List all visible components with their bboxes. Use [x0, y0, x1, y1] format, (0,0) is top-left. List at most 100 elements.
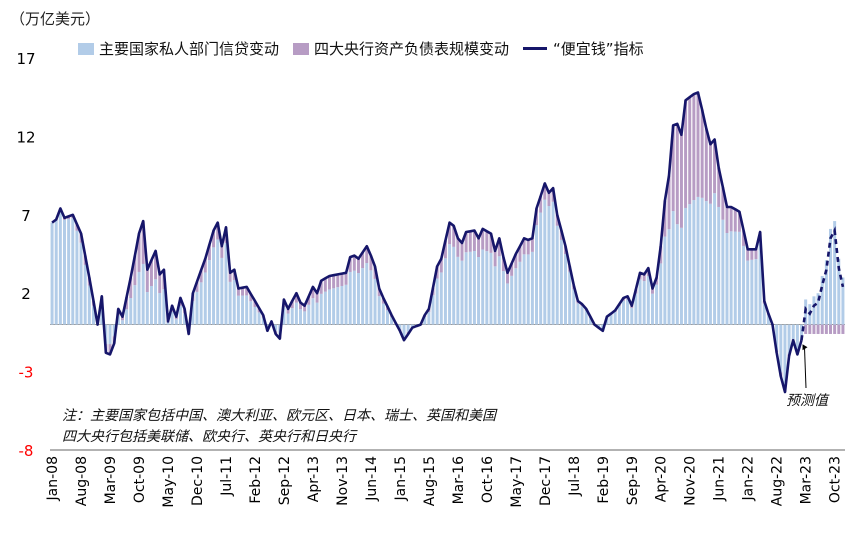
bar-credit [526, 254, 530, 325]
x-tick-label: Sep-19 [625, 456, 641, 505]
y-tick-label: 12 [16, 128, 35, 146]
bar-credit [812, 296, 816, 325]
bar-credit [54, 220, 58, 325]
x-tick-label: Mar-23 [799, 456, 815, 504]
bar-credit [597, 324, 601, 328]
bar-credit [410, 324, 414, 328]
bar-credit [257, 312, 261, 325]
bar-credit [580, 306, 584, 325]
bar-credit [216, 239, 220, 325]
bar-credit [464, 252, 468, 325]
bar-cb [472, 230, 476, 252]
bar-cb [671, 125, 675, 212]
legend-swatch-credit [78, 42, 94, 55]
bar-cb [340, 273, 344, 286]
bar-cb [241, 287, 245, 296]
bar-credit [315, 302, 319, 325]
bar-cb [506, 272, 510, 284]
bar-credit [149, 285, 153, 325]
bar-credit [725, 233, 729, 325]
bar-cb [650, 288, 654, 294]
bar-credit [497, 256, 501, 325]
bar-cb [249, 293, 253, 302]
bar-credit [303, 311, 307, 325]
bar-credit [448, 244, 452, 325]
bar-cb [212, 230, 216, 248]
bar-cb [129, 277, 133, 299]
bar-credit [729, 231, 733, 325]
bar-credit [671, 211, 675, 325]
bar-credit [398, 324, 402, 330]
bar-credit [203, 272, 207, 325]
bar-cb [220, 246, 224, 258]
bar-cb [663, 200, 667, 237]
x-tick-label: Jun-14 [364, 456, 380, 502]
bar-credit [170, 311, 174, 325]
bar-credit [696, 196, 700, 325]
bar-credit [638, 279, 642, 325]
bar-cb [464, 232, 468, 253]
liquidity-forecast-line [800, 226, 845, 341]
bar-cb [228, 272, 232, 282]
x-tick-label: Jul-18 [567, 456, 583, 497]
bar-credit [460, 260, 464, 325]
bar-cb [195, 281, 199, 292]
bar-cb [742, 230, 746, 246]
bar-credit [162, 289, 166, 325]
bar-cb [746, 249, 750, 261]
bar-credit [489, 252, 493, 325]
bar-credit [514, 268, 518, 325]
legend-label-liquidity: “便宜钱”指标 [553, 40, 644, 58]
bar-cb [369, 255, 373, 271]
bar-cb [468, 231, 472, 252]
bar-credit [224, 243, 228, 325]
bar-credit [646, 275, 650, 325]
bar-credit [253, 306, 257, 325]
bar-credit [609, 314, 613, 325]
chart-note: 注：主要国家包括中国、澳大利亚、欧元区、日本、瑞士、英国和美国 四大央行包括美联… [62, 406, 496, 448]
bar-credit [377, 296, 381, 325]
forecast-label: 预测值 [786, 393, 828, 409]
bar-credit [572, 289, 576, 325]
bar-credit [154, 279, 158, 325]
bar-credit [737, 231, 741, 325]
bar-credit [212, 247, 216, 325]
bar-credit [435, 278, 439, 325]
bar-cb [319, 280, 323, 294]
bar-credit [659, 263, 663, 325]
bar-credit [704, 201, 708, 325]
bar-credit [274, 324, 278, 332]
x-tick-label: Mar-09 [103, 456, 119, 504]
x-tick-label: May-10 [161, 456, 177, 508]
bar-credit [481, 249, 485, 325]
bar-credit [510, 275, 514, 325]
bar-cb [294, 293, 298, 303]
bar-cb [729, 206, 733, 232]
bar-credit [191, 301, 195, 325]
bar-credit [650, 293, 654, 325]
x-tick-label: Oct-16 [480, 456, 496, 503]
bar-credit [340, 285, 344, 325]
bar-credit [530, 251, 534, 325]
bar-credit [87, 285, 91, 325]
bar-cb [833, 324, 837, 334]
bar-credit [220, 257, 224, 325]
bar-credit [688, 204, 692, 325]
bar-credit [506, 283, 510, 325]
bar-cb [485, 231, 489, 252]
legend-label-credit: 主要国家私人部门信贷变动 [99, 40, 280, 58]
note-line-2: 四大央行包括美联储、欧央行、英央行和日央行 [62, 429, 356, 445]
bar-cb [203, 258, 207, 273]
legend-swatch-cb [293, 42, 310, 55]
bar-credit [750, 259, 754, 325]
bar-credit [655, 284, 659, 325]
bar-cb [356, 258, 360, 274]
bar-credit [576, 303, 580, 325]
legend: 主要国家私人部门信贷变动 四大央行资产负债表规模变动 “便宜钱”指标 [78, 38, 658, 59]
bar-credit [261, 317, 265, 325]
bar-credit [642, 281, 646, 325]
bar-credit [783, 324, 787, 388]
bar-credit [328, 289, 331, 325]
bar-credit [841, 277, 845, 325]
